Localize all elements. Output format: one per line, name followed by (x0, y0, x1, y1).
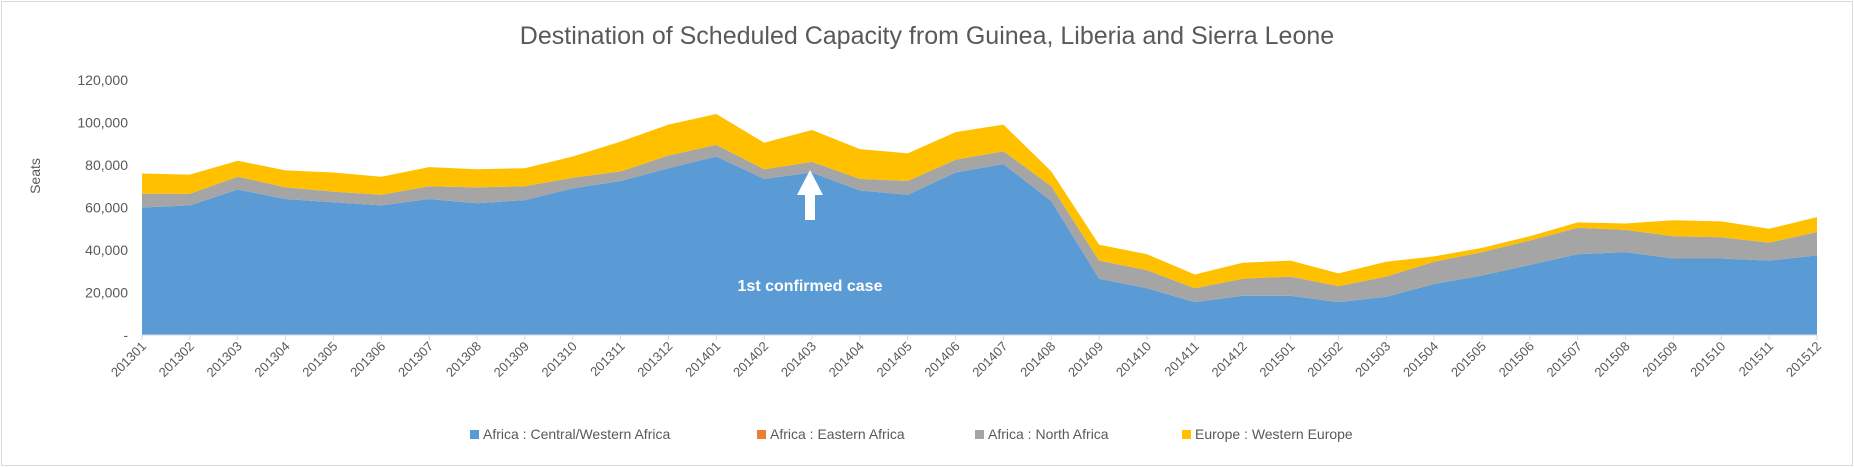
x-tick-label: 201301 (108, 339, 149, 380)
x-tick-label: 201411 (1161, 339, 1202, 380)
legend-label: Africa : Eastern Africa (770, 426, 905, 442)
legend-swatch (1182, 430, 1191, 439)
x-tick-label: 201409 (1065, 339, 1106, 380)
x-tick-label: 201504 (1400, 339, 1441, 380)
x-tick-label: 201404 (826, 339, 867, 380)
annotation-text: 1st confirmed case (738, 278, 883, 295)
x-tick-label: 201510 (1687, 339, 1728, 380)
x-tick-label: 201503 (1352, 339, 1393, 380)
x-tick-label: 201303 (204, 339, 245, 380)
x-tick-label: 201312 (634, 339, 675, 380)
x-tick-label: 201507 (1544, 339, 1585, 380)
legend-label: Africa : Central/Western Africa (483, 426, 670, 442)
y-tick-label: 20,000 (85, 285, 128, 301)
area-series-3 (142, 114, 1817, 289)
y-axis: - 20,000 40,000 60,000 80,000 100,000 120,000 (77, 72, 128, 343)
x-tick-label: 201305 (299, 339, 340, 380)
y-axis-label: Seats (27, 158, 43, 194)
x-tick-label: 201401 (682, 339, 723, 380)
x-tick-label: 201410 (1113, 339, 1154, 380)
x-tick-label: 201412 (1209, 339, 1250, 380)
x-tick-label: 201509 (1639, 339, 1680, 380)
area-series-2 (142, 144, 1817, 303)
x-tick-label: 201308 (443, 339, 484, 380)
y-tick-label: 40,000 (85, 242, 128, 258)
x-tick-label: 201310 (539, 339, 580, 380)
x-tick-label: 201307 (395, 339, 436, 380)
x-tick-label: 201403 (778, 339, 819, 380)
x-tick-label: 201512 (1783, 339, 1824, 380)
x-axis: 201301 201302 201303 201304 201305 201306 2013… (108, 334, 1824, 380)
x-tick-label: 201408 (1017, 339, 1058, 380)
x-tick-label: 201502 (1304, 339, 1345, 380)
annotation: 1st confirmed case (738, 170, 883, 295)
x-tick-label: 201306 (347, 339, 388, 380)
y-tick-label: 80,000 (85, 157, 128, 173)
legend-swatch (470, 430, 479, 439)
x-tick-label: 201505 (1448, 339, 1489, 380)
x-tick-label: 201407 (969, 339, 1010, 380)
x-tick-label: 201402 (730, 339, 771, 380)
y-tick-label: 120,000 (77, 72, 128, 88)
y-tick-label: 60,000 (85, 200, 128, 216)
chart-title: Destination of Scheduled Capacity from G… (520, 22, 1334, 50)
legend-swatch (975, 430, 984, 439)
x-tick-label: 201501 (1256, 339, 1297, 380)
x-tick-label: 201309 (491, 339, 532, 380)
legend-label: Europe : Western Europe (1195, 426, 1353, 442)
x-tick-label: 201511 (1736, 339, 1777, 380)
x-tick-label: 201304 (251, 339, 292, 380)
x-tick-label: 201302 (156, 339, 197, 380)
x-tick-label: 201506 (1496, 339, 1537, 380)
areas (142, 114, 1817, 335)
legend-swatch (757, 430, 766, 439)
legend-label: Africa : North Africa (988, 426, 1109, 442)
x-tick-label: 201508 (1591, 339, 1632, 380)
y-tick-label: - (123, 327, 128, 343)
area-series-0 (142, 156, 1817, 335)
x-tick-label: 201406 (921, 339, 962, 380)
arrow-up-icon (797, 170, 823, 220)
y-tick-label: 100,000 (77, 115, 128, 131)
x-tick-label: 201311 (587, 339, 628, 380)
legend: Africa : Central/Western Africa Africa : … (470, 426, 1353, 442)
x-tick-label: 201405 (874, 339, 915, 380)
